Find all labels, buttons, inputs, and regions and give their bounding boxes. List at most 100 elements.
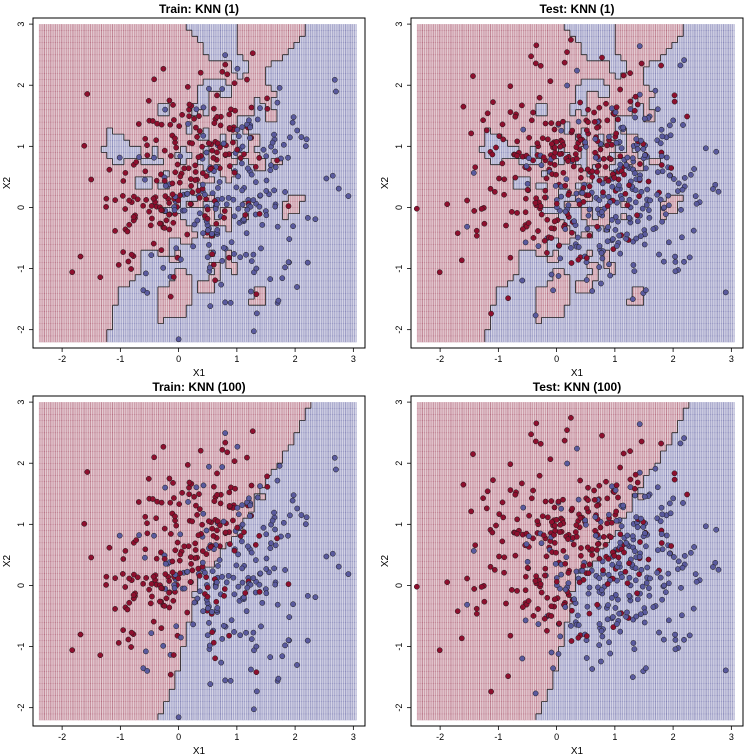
data-point xyxy=(508,587,515,593)
data-point xyxy=(481,598,488,605)
data-point xyxy=(131,193,137,200)
data-point xyxy=(565,536,571,542)
data-point xyxy=(487,185,494,192)
data-point xyxy=(512,113,519,120)
data-point xyxy=(257,105,263,111)
data-point xyxy=(120,249,126,255)
data-point xyxy=(230,517,236,524)
data-point xyxy=(573,190,580,197)
data-point xyxy=(544,627,550,634)
data-point xyxy=(499,499,506,506)
x-tick-label: 2 xyxy=(293,732,298,742)
data-point xyxy=(274,535,280,542)
data-point xyxy=(594,124,600,131)
data-point xyxy=(464,197,470,204)
data-point xyxy=(209,231,215,237)
data-point xyxy=(545,514,551,521)
region-hatching xyxy=(38,24,357,342)
data-point xyxy=(468,508,475,515)
data-point xyxy=(578,167,584,173)
data-point xyxy=(212,655,218,662)
y-axis-label: X2 xyxy=(380,554,391,567)
data-point xyxy=(655,169,661,175)
data-point xyxy=(235,551,242,558)
data-point xyxy=(329,172,336,179)
data-point xyxy=(624,532,631,539)
data-point xyxy=(592,532,599,539)
data-point xyxy=(239,521,246,528)
data-point xyxy=(226,489,233,496)
data-point xyxy=(556,242,563,249)
data-point xyxy=(230,574,237,581)
data-point xyxy=(604,520,610,527)
y-tick-label: 1 xyxy=(394,522,404,527)
data-point xyxy=(583,505,590,512)
data-point xyxy=(148,581,155,587)
x-tick-label: 1 xyxy=(612,354,617,364)
data-point xyxy=(542,187,549,194)
data-point xyxy=(263,188,270,194)
data-point xyxy=(524,558,531,565)
data-point xyxy=(693,578,700,585)
y-tick-label: 3 xyxy=(16,400,26,405)
data-point xyxy=(472,164,479,171)
data-point xyxy=(679,564,686,571)
data-point xyxy=(671,554,677,560)
data-point xyxy=(298,512,305,518)
data-point xyxy=(244,584,251,591)
data-point xyxy=(650,604,657,610)
data-point xyxy=(248,666,254,673)
data-point xyxy=(519,102,525,109)
data-point xyxy=(715,188,722,195)
x-tick-label: -2 xyxy=(58,732,66,742)
data-point xyxy=(106,166,113,173)
plot-frame xyxy=(32,17,366,349)
data-point xyxy=(263,177,270,184)
data-point xyxy=(681,57,687,63)
data-point xyxy=(260,524,267,531)
data-point xyxy=(158,121,165,128)
data-point xyxy=(484,110,491,117)
data-point xyxy=(525,598,532,604)
y-tick-label: 3 xyxy=(394,22,404,27)
data-point xyxy=(144,668,151,674)
data-point xyxy=(246,495,252,502)
data-point xyxy=(570,163,577,170)
data-point xyxy=(596,177,603,184)
data-point xyxy=(146,586,152,593)
data-point xyxy=(222,151,229,158)
data-point xyxy=(323,553,330,560)
data-point xyxy=(471,208,478,214)
data-point xyxy=(575,496,582,503)
data-point xyxy=(200,510,207,517)
data-point xyxy=(641,619,648,626)
data-point xyxy=(643,543,649,550)
data-point xyxy=(202,191,208,198)
data-point xyxy=(146,208,152,215)
data-point xyxy=(203,527,210,534)
data-point xyxy=(209,525,216,532)
data-point xyxy=(473,232,480,239)
data-point xyxy=(166,604,173,611)
y-axis-label: X2 xyxy=(2,554,13,567)
data-point xyxy=(607,272,614,279)
data-point xyxy=(173,144,180,151)
data-point xyxy=(609,183,616,190)
data-point xyxy=(622,190,629,197)
data-point xyxy=(547,456,554,463)
data-point xyxy=(259,222,266,228)
data-point xyxy=(472,542,479,549)
data-point xyxy=(149,496,156,502)
data-point xyxy=(540,154,547,161)
data-point xyxy=(626,196,633,203)
data-point xyxy=(646,592,653,599)
data-point xyxy=(624,609,630,616)
data-point xyxy=(211,120,218,127)
data-point xyxy=(636,554,643,560)
data-point xyxy=(303,136,310,143)
data-point xyxy=(169,180,176,187)
data-point xyxy=(115,262,122,268)
data-point xyxy=(205,518,212,525)
data-point xyxy=(702,523,709,530)
data-point xyxy=(237,632,244,639)
